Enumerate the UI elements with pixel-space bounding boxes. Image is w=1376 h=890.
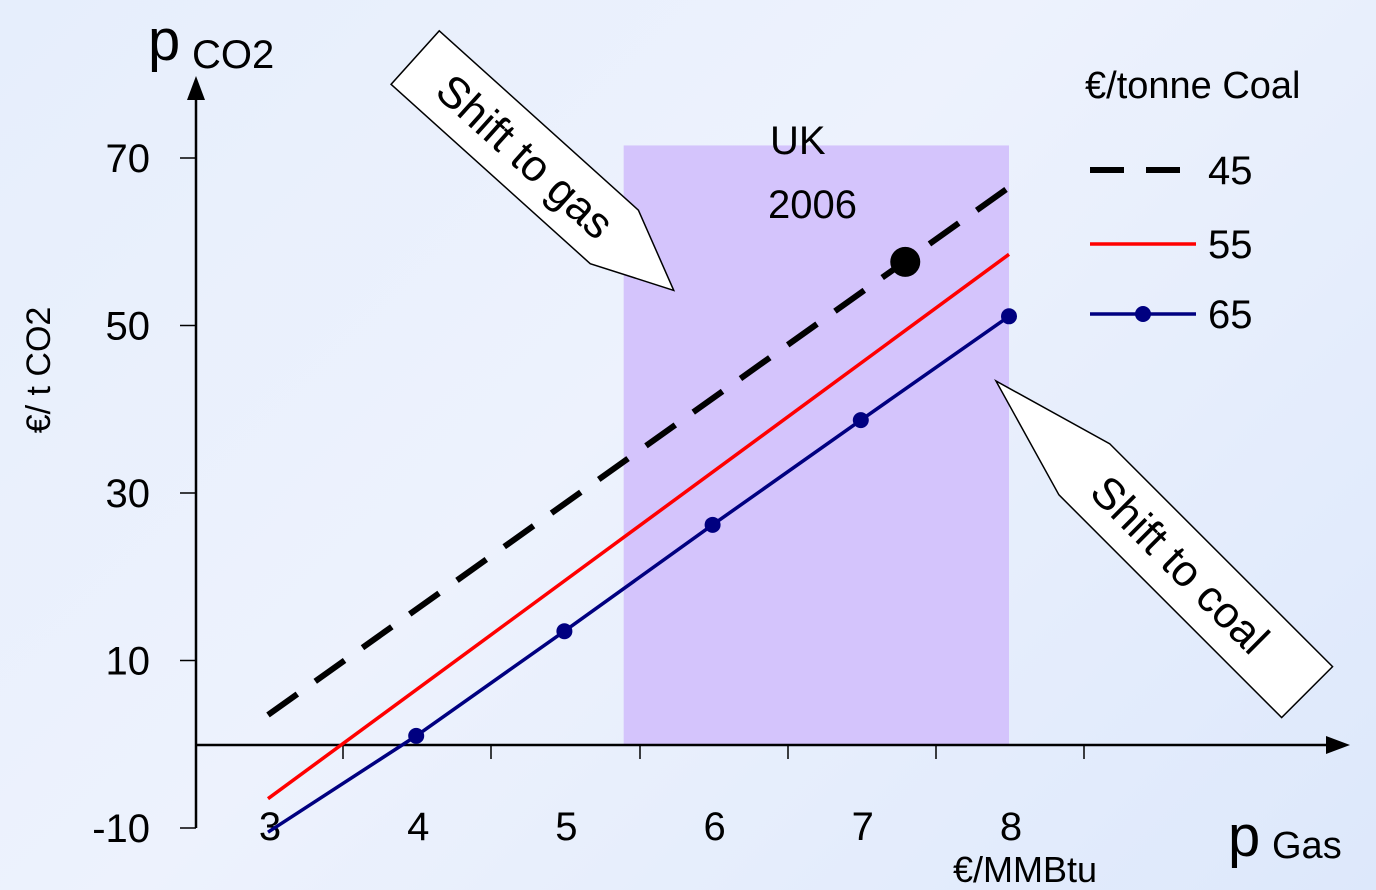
shift-to-coal-arrow: [994, 379, 1334, 719]
y-tick-label: -10: [92, 807, 150, 851]
y-tick-label: 10: [106, 640, 151, 684]
series-group: [266, 184, 1017, 834]
x-axis-arrowhead: [1326, 736, 1350, 754]
x-axis-symbol: p: [1228, 804, 1260, 869]
series-65-point: [1001, 308, 1017, 325]
x-tick-label: 4: [407, 805, 429, 849]
x-tick-label: 5: [555, 805, 577, 849]
legend-label-45: 45: [1208, 149, 1253, 193]
legend: €/tonne Coal 45 55 65: [1085, 65, 1301, 337]
series-65-point: [852, 412, 869, 429]
legend-label-55: 55: [1208, 223, 1253, 267]
y-tick-label: 50: [106, 305, 151, 349]
x-tick-label: 3: [259, 805, 281, 849]
uk-label-line1: UK: [770, 119, 826, 163]
x-tick-label: 7: [852, 805, 874, 849]
x-axis-unit: €/MMBtu: [953, 849, 1097, 890]
uk-label-line2: 2006: [768, 183, 857, 227]
shift-to-gas-arrow: [390, 29, 676, 292]
y-tick-label: 70: [106, 137, 151, 181]
y-axis-label: €/ t CO2: [20, 307, 58, 434]
uk-2006-point: [890, 246, 921, 277]
series-65-line: [267, 314, 1011, 834]
y-tick-label: 30: [106, 472, 151, 516]
legend-marker-65: [1135, 306, 1151, 322]
series-65-point: [704, 516, 721, 533]
series-65-point: [556, 623, 573, 640]
legend-label-65: 65: [1208, 293, 1253, 337]
series-45-line: [266, 184, 1011, 718]
x-tick-label: 6: [703, 805, 725, 849]
x-axis-subscript: Gas: [1272, 825, 1342, 867]
shift-to-coal-label: Shift to coal: [1081, 467, 1278, 664]
y-axis-symbol: p: [148, 8, 180, 73]
x-axis-ticks: 3 4 5 6 7 8: [195, 745, 1085, 849]
shift-to-coal-callout: Shift to coal: [994, 379, 1334, 719]
y-axis-arrowhead: [187, 76, 205, 100]
series-65-point: [408, 727, 425, 744]
x-tick-label: 8: [1000, 805, 1022, 849]
series-55-line: [266, 252, 1011, 801]
uk-2006-shaded-region: [623, 145, 1009, 745]
shift-to-gas-label: Shift to gas: [427, 65, 623, 249]
y-axis-subscript: CO2: [192, 33, 274, 77]
legend-title: €/tonne Coal: [1085, 65, 1301, 107]
y-axis-ticks: 70 50 30 10 -10: [92, 137, 196, 851]
